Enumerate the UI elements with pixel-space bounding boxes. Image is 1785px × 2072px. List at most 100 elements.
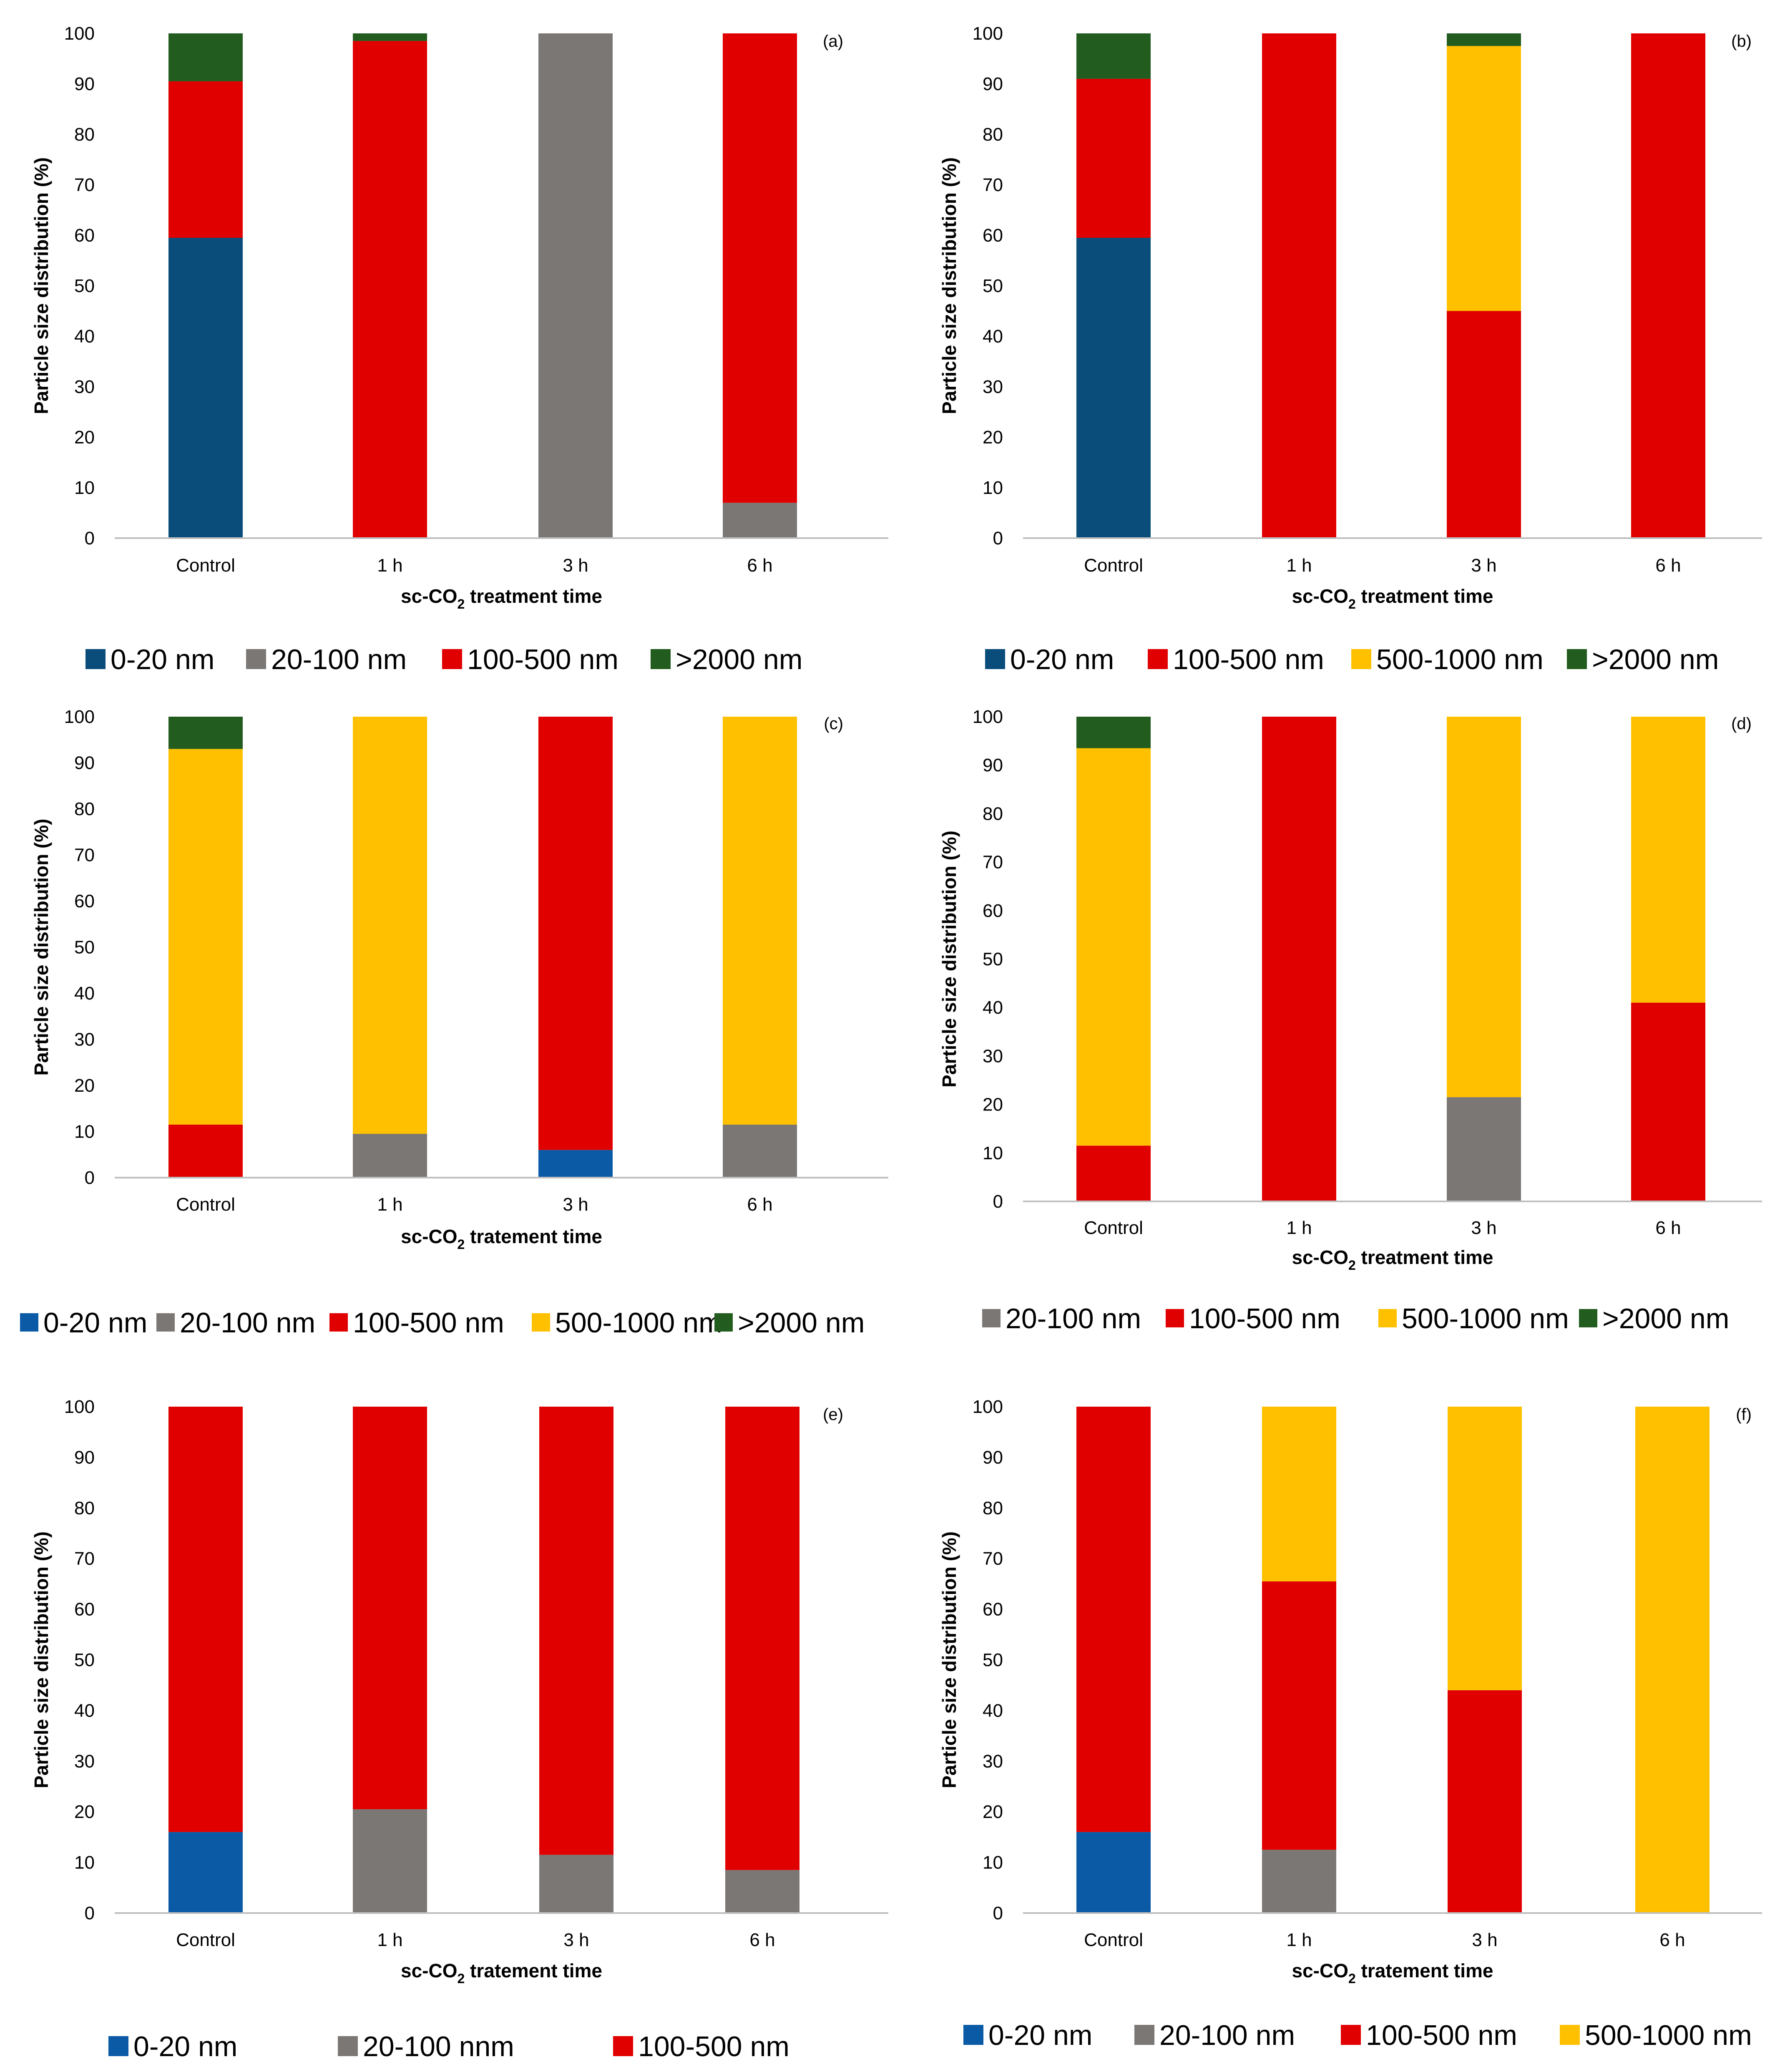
legend-swatch-100-500-nm	[613, 2036, 633, 2056]
bar-segment-100-500-nm-1-h	[1262, 717, 1336, 1201]
x-axis-title: sc-CO2 treatment time	[401, 585, 602, 612]
chart-panel-f: 0 10 20 30 40 50 60 70 80 90 100 Control 1 h 3 h 6 h (f…	[938, 1397, 1762, 2051]
y-tick-label: 80	[74, 799, 95, 819]
panel-label: (f)	[1736, 1405, 1752, 1424]
legend-swatch-100-500-nm	[1148, 649, 1168, 669]
y-tick-label: 10	[74, 1122, 95, 1142]
bar-segment-20-100-nm-3-h	[1447, 1097, 1521, 1201]
legend-swatch-500-1000-nm	[1560, 2025, 1580, 2045]
legend-label-0-20-nm: 0-20 nm	[43, 1307, 147, 1339]
legend-label-100-500-nm: 100-500 nm	[1366, 2019, 1517, 2051]
y-tick-label: 30	[74, 1030, 95, 1050]
y-tick-label: 70	[74, 1548, 95, 1569]
bar-segment-100-500-nm-3-h	[1447, 311, 1521, 538]
bar-segment-500-1000-nm-6-h	[723, 717, 797, 1125]
y-tick-label: 0	[993, 1903, 1003, 1923]
legend-swatch-500-1000-nm	[532, 1313, 550, 1332]
legend-swatch-20-100-nm	[1134, 2025, 1154, 2045]
y-tick-label: 0	[993, 1191, 1003, 1212]
legend: 20-100 nm 100-500 nm 500-1000 nm >2000 nm	[982, 1303, 1729, 1334]
legend-swatch-20-100-nm	[156, 1313, 175, 1332]
bar-segment-500-1000-nm-3-h	[1448, 1407, 1522, 1690]
legend: 0-20 nm 20-100 nm 100-500 nm 500-1000 nm >20…	[20, 1307, 865, 1339]
legend-swatch-gt-2000-nm	[1567, 649, 1587, 669]
legend-label-100-500-nm: 100-500 nm	[1189, 1303, 1340, 1334]
y-tick-label: 0	[85, 1903, 95, 1923]
bar-segment-100-500-nm-1-h	[1262, 33, 1336, 538]
y-tick-label: 10	[983, 1143, 1003, 1163]
y-tick-label: 20	[983, 427, 1003, 448]
legend-label-20-100-nm: 20-100 nm	[180, 1307, 315, 1339]
legend-label-20-100-nm: 20-100 nm	[271, 644, 407, 675]
legend-swatch-20-100-nm	[982, 1309, 1001, 1327]
x-tick-label: 6 h	[1655, 1218, 1681, 1238]
y-tick-label: 50	[983, 949, 1003, 969]
y-tick-label: 70	[74, 175, 95, 195]
legend-swatch-500-1000-nm	[1378, 1309, 1397, 1327]
bar-segment-20-100-nm-1-h	[1262, 1850, 1336, 1913]
bar-segment-20-100-nnm-6-h	[725, 1870, 799, 1913]
x-tick-label: Control	[176, 1194, 235, 1215]
bar-segment-100-500-nm-1-h	[1262, 1581, 1336, 1850]
x-axis-title: sc-CO2 tratement time	[401, 1960, 602, 1986]
x-tick-label: 1 h	[377, 1930, 402, 1950]
x-tick-label: 1 h	[1286, 555, 1312, 576]
bar-segment-100-500-nm-1-h	[353, 1407, 427, 1810]
y-tick-label: 0	[993, 528, 1003, 549]
bar-segment-100-500-nm-6-h	[1631, 1002, 1705, 1201]
legend-label-500-1000-nm: 500-1000 nm	[555, 1307, 722, 1339]
panel-label: (c)	[824, 715, 843, 733]
y-tick-label: 90	[983, 74, 1003, 94]
bar-segment-20-100-nnm-1-h	[353, 1809, 427, 1913]
legend-label-500-1000-nm: 500-1000 nm	[1376, 644, 1544, 675]
legend-swatch-gt-2000-nm	[1579, 1309, 1597, 1327]
bar-segment-0-20-nm-control	[168, 1832, 243, 1913]
bar-segment-500-1000-nm-control	[168, 749, 243, 1125]
chart-panel-a: 0 10 20 30 40 50 60 70 80 90 100 Control 1 h 3 h 6 h (a…	[30, 23, 888, 675]
y-tick-label: 70	[983, 852, 1003, 873]
x-tick-label: 1 h	[1286, 1218, 1312, 1238]
panel-label: (d)	[1731, 715, 1752, 733]
bar-segment-100-500-nm-control	[1076, 1407, 1151, 1832]
legend-label-gt-2000-nm: >2000 nm	[1592, 644, 1719, 675]
x-tick-label: 1 h	[377, 1194, 402, 1215]
bar-segment-500-1000-nm-3-h	[1447, 46, 1521, 311]
bar-segment-500-1000-nm-control	[1076, 748, 1151, 1146]
bar-segment-100-500-nm-6-h	[1631, 33, 1705, 538]
legend-swatch-100-500-nm	[1341, 2025, 1361, 2045]
bar-segment-100-500-nm-control	[1076, 1146, 1151, 1201]
y-tick-label: 20	[74, 1075, 95, 1096]
y-tick-label: 90	[74, 1447, 95, 1468]
y-tick-label: 40	[74, 326, 95, 347]
y-tick-label: 60	[983, 901, 1003, 921]
legend: 0-20 nm 20-100 nm 100-500 nm 500-1000 nm	[963, 2019, 1752, 2051]
x-tick-label: 3 h	[1471, 555, 1496, 576]
y-tick-label: 100	[64, 23, 95, 44]
legend-label-20-100-nm: 20-100 nm	[1006, 1303, 1141, 1334]
y-tick-label: 20	[74, 1802, 95, 1822]
legend-label-gt-2000-nm: >2000 nm	[1602, 1303, 1729, 1334]
y-tick-label: 70	[983, 1548, 1003, 1569]
x-axis-title: sc-CO2 treatment time	[1292, 1246, 1493, 1273]
legend-label-500-1000-nm: 500-1000 nm	[1585, 2019, 1752, 2051]
bar-segment-gt-2000-nm-control	[1076, 717, 1151, 748]
y-tick-label: 80	[983, 124, 1003, 145]
y-axis-title: Particle size distribution (%)	[938, 1531, 960, 1788]
y-tick-label: 90	[74, 74, 95, 94]
legend-label-500-1000-nm: 500-1000 nm	[1402, 1303, 1569, 1334]
x-tick-label: 1 h	[377, 555, 402, 576]
bar-segment-20-100-nm-6-h	[723, 1124, 797, 1178]
legend: 0-20 nm 20-100 nnm 100-500 nm	[108, 2031, 789, 2062]
bar-segment-20-100-nm-6-h	[723, 503, 797, 538]
bar-segment-100-500-nm-control	[168, 1407, 243, 1832]
y-tick-label: 50	[74, 937, 95, 958]
legend-swatch-0-20-nm	[20, 1313, 38, 1332]
x-tick-label: 3 h	[1471, 1218, 1496, 1238]
legend-label-gt-2000-nm: >2000 nm	[738, 1307, 865, 1339]
x-tick-label: 6 h	[747, 555, 772, 576]
y-axis-title: Particle size distribution (%)	[938, 157, 960, 414]
legend-swatch-0-20-nm	[985, 649, 1005, 669]
bar-segment-100-500-nm-control	[168, 81, 243, 238]
y-tick-label: 10	[74, 478, 95, 498]
